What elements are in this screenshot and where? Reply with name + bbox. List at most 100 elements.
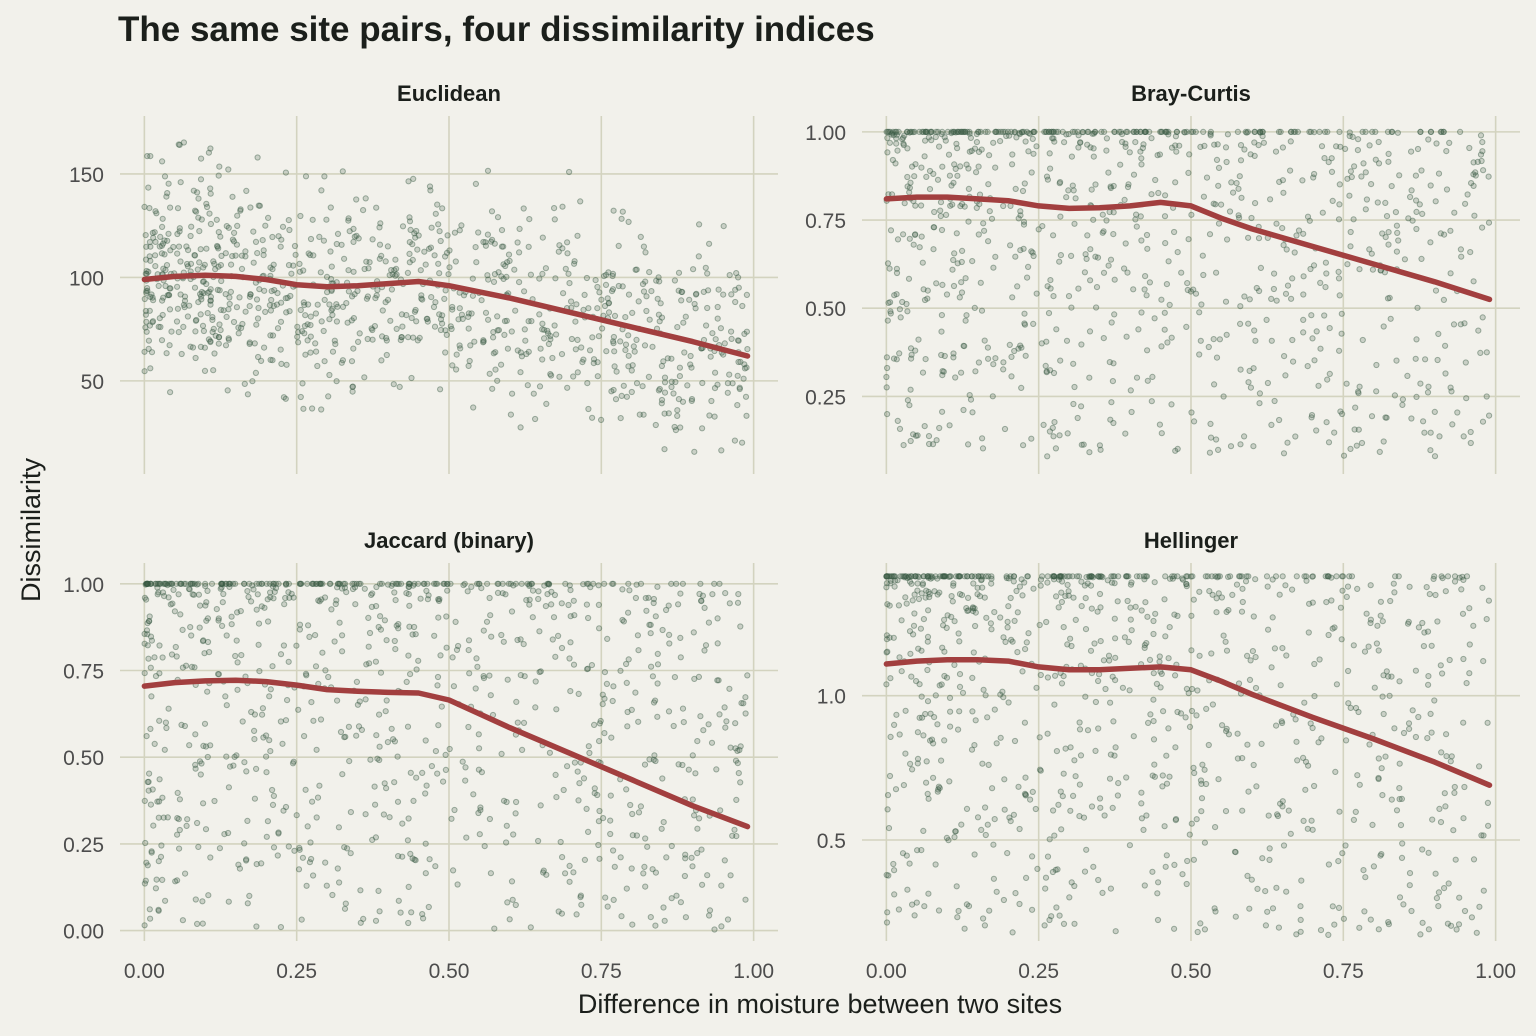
data-point [642,883,649,890]
data-point [494,377,501,384]
data-point [148,849,155,856]
data-point [1233,581,1241,588]
data-point [969,409,976,416]
data-point [225,166,232,173]
data-point [601,302,609,310]
data-point [635,718,642,725]
data-point [1443,186,1451,193]
data-point [369,326,376,334]
data-point [256,286,263,293]
data-point [188,663,195,671]
data-point [1315,382,1322,389]
data-point [1325,159,1332,166]
data-point [355,723,363,730]
data-point [558,600,565,607]
data-point [1060,624,1067,631]
data-point [1064,641,1071,648]
data-point [549,354,556,362]
data-point [926,186,934,193]
data-point [1387,315,1394,322]
data-point [335,824,342,831]
data-point [1182,714,1189,721]
data-point [985,181,992,188]
data-point [327,204,334,211]
data-point [474,663,481,670]
data-point [1057,252,1065,259]
data-point [1044,853,1052,860]
data-point [1189,128,1197,135]
data-point [884,364,891,372]
data-point [607,817,614,824]
data-point [883,354,891,361]
data-point [1036,621,1043,629]
data-point [166,285,173,292]
data-point [277,924,284,931]
data-point [1121,196,1128,203]
data-point [690,266,697,273]
data-point [1439,670,1446,677]
data-point [1329,197,1336,204]
data-point [1044,453,1051,460]
data-point [1468,914,1476,921]
data-point [946,422,953,429]
data-point [735,274,742,281]
data-point [661,374,669,381]
data-point [1251,139,1258,146]
data-point [1431,573,1438,580]
data-point [1103,217,1110,224]
data-point [711,385,719,392]
data-point [379,333,386,340]
data-point [1392,209,1400,216]
data-point [889,128,897,135]
data-point [1309,335,1316,342]
data-point [436,596,443,603]
data-point [172,643,179,651]
data-point [735,591,742,598]
data-point [738,700,745,707]
data-point [364,335,371,343]
data-point [1207,132,1214,139]
data-point [467,342,474,349]
data-point [706,412,713,419]
data-point [659,626,666,634]
data-point [428,224,435,231]
data-point [233,637,240,644]
data-point [1021,790,1029,798]
data-point [924,638,931,645]
data-point [642,835,649,842]
data-point [501,331,508,338]
data-point [689,863,696,870]
data-point [1339,850,1346,857]
data-point [1321,312,1328,319]
data-point [334,303,341,310]
data-point [1251,128,1258,135]
data-point [1043,338,1050,345]
data-point [1484,799,1492,807]
data-point [736,384,743,391]
data-point [1083,255,1090,262]
data-point [267,748,274,755]
data-point [939,368,946,375]
data-point [235,330,242,337]
data-point [1068,153,1076,160]
data-point [919,128,926,135]
data-point [1163,780,1171,787]
data-point [570,661,578,668]
data-point [1156,658,1163,665]
data-point [598,416,605,423]
data-point [668,383,675,391]
data-point [1058,680,1066,687]
data-point [1198,301,1205,308]
data-point [1007,242,1014,249]
data-point [692,305,699,312]
y-tick-label: 150 [69,164,104,187]
data-point [1366,246,1373,253]
data-point [1106,208,1113,216]
data-point [1337,143,1344,150]
data-point [1420,418,1427,425]
data-point [483,618,491,625]
data-point [658,825,665,832]
data-point [1225,731,1233,738]
data-point [1210,200,1217,207]
data-point [249,582,256,589]
